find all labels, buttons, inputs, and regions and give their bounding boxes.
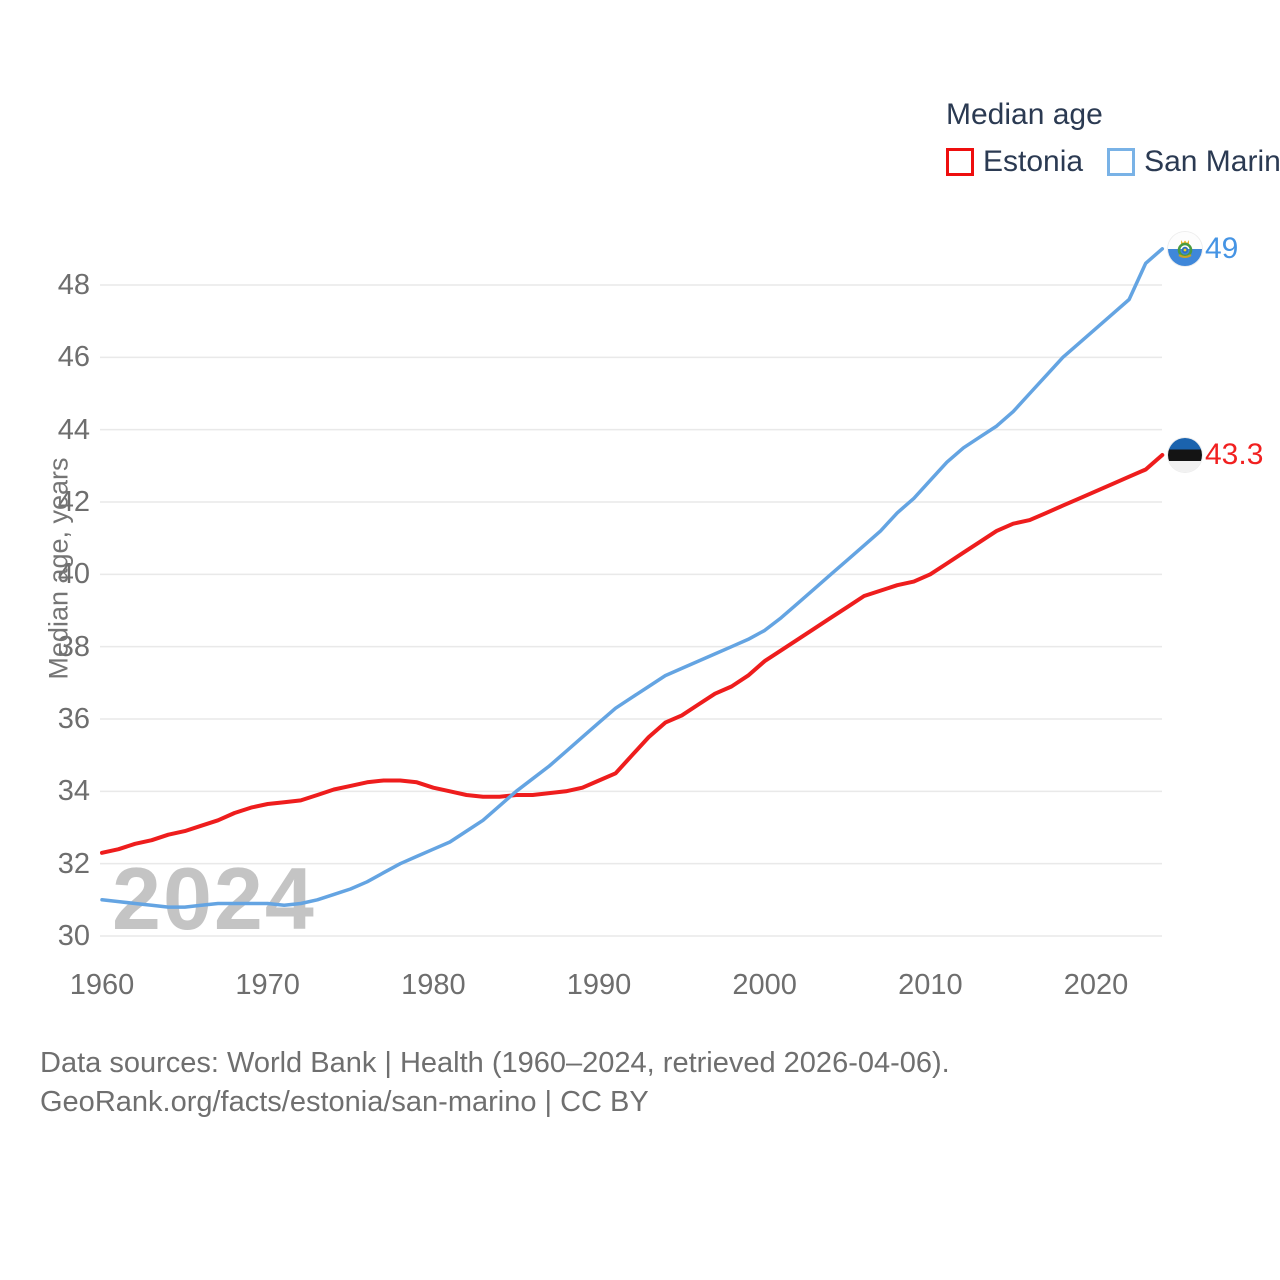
legend-title: Median age bbox=[946, 98, 1103, 131]
y-tick-label: 36 bbox=[57, 703, 90, 735]
y-tick-label: 34 bbox=[57, 775, 90, 808]
y-tick-label: 38 bbox=[57, 630, 90, 663]
estonia-swatch-icon bbox=[946, 148, 974, 176]
y-axis-title: Median age, years bbox=[43, 457, 74, 680]
y-tick-label: 40 bbox=[57, 558, 90, 591]
y-tick-label: 48 bbox=[57, 269, 90, 301]
y-tick-label: 44 bbox=[57, 413, 90, 446]
y-tick-label: 32 bbox=[57, 847, 90, 880]
x-tick-label: 1970 bbox=[235, 969, 300, 1001]
legend-label-san-marino: San Marino bbox=[1144, 145, 1280, 178]
footer: Data sources: World Bank | Health (1960–… bbox=[40, 1044, 950, 1122]
legend-item-estonia[interactable]: Estonia bbox=[946, 145, 1083, 179]
estonia-flag-icon bbox=[1168, 437, 1202, 472]
y-tick-label: 30 bbox=[57, 920, 90, 952]
y-tick-label: 42 bbox=[57, 486, 90, 518]
x-tick-label: 2020 bbox=[1063, 969, 1129, 1001]
legend-item-san-marino[interactable]: San Marino bbox=[1107, 145, 1280, 179]
data-sources-text: Data sources: World Bank | Health (1960–… bbox=[40, 1047, 950, 1079]
x-tick-label: 1980 bbox=[401, 969, 466, 1001]
legend: Median age Estonia San Marino bbox=[946, 98, 1280, 179]
legend-label-estonia: Estonia bbox=[983, 145, 1084, 178]
gridlines bbox=[100, 284, 1162, 937]
san-marino-swatch-icon bbox=[1107, 148, 1136, 176]
watermark-year: 2024 bbox=[112, 849, 316, 948]
san-marino-flag-icon bbox=[1168, 231, 1202, 266]
x-tick-label: 1960 bbox=[69, 969, 135, 1001]
x-tick-label: 1990 bbox=[566, 969, 632, 1001]
estonia-line[interactable] bbox=[100, 453, 1165, 855]
estonia-end-value: 43.3 bbox=[1205, 437, 1264, 471]
san-marino-end-value: 49 bbox=[1205, 231, 1239, 265]
san-marino-line[interactable] bbox=[100, 247, 1165, 909]
legend-items: Estonia San Marino bbox=[946, 145, 1280, 179]
attribution-link[interactable]: GeoRank.org/facts/estonia/san-marino | C… bbox=[40, 1086, 649, 1118]
x-tick-label: 2000 bbox=[732, 969, 797, 1001]
x-tick-label: 2010 bbox=[898, 969, 963, 1001]
y-tick-label: 46 bbox=[57, 341, 90, 374]
